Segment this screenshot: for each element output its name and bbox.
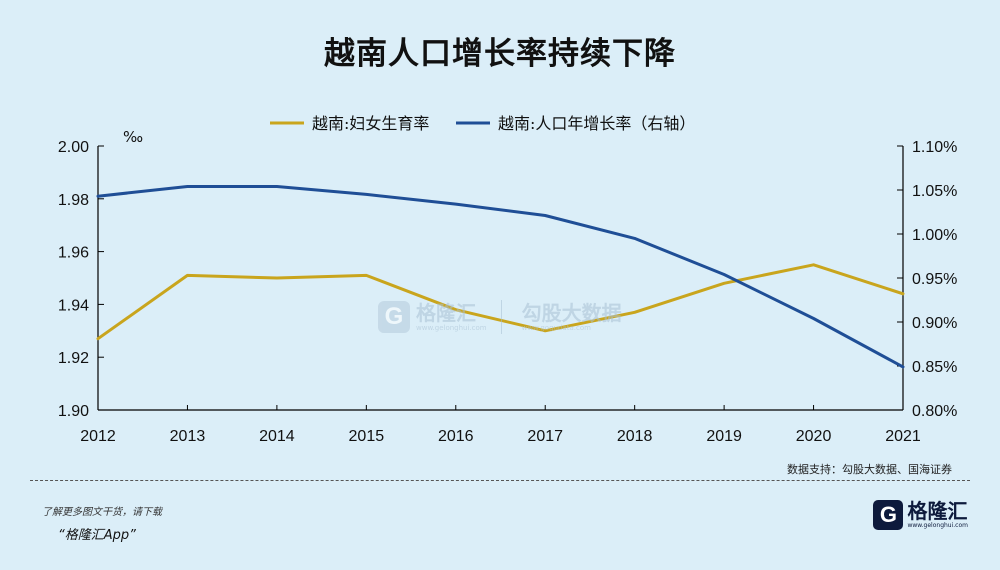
left-axis-unit: ‰ — [123, 128, 143, 146]
x-tick-label: 2014 — [259, 428, 295, 445]
right-tick-label: 0.95% — [912, 271, 957, 288]
x-tick-label: 2012 — [80, 428, 116, 445]
x-tick-label: 2015 — [349, 428, 385, 445]
left-tick-label: 2.00 — [58, 139, 89, 156]
right-tick-label: 1.05% — [912, 183, 957, 200]
line-chart: 1.90 1.92 1.94 1.96 1.98 2.00 ‰ 0.80% 0.85% 0.90%… — [58, 114, 958, 445]
left-tick-label: 1.94 — [58, 297, 89, 314]
promo-text: 了解更多图文干货，请下载 — [42, 507, 162, 518]
right-tick-label: 0.85% — [912, 359, 957, 376]
series-line-2 — [96, 185, 905, 369]
watermark-data-brand: 勾股大数据 — [521, 300, 622, 325]
watermark: G 格隆汇 www.gelonghui.com 勾股大数据 www.goguda… — [378, 300, 622, 334]
series-line-1 — [96, 263, 905, 341]
chart-series — [96, 185, 905, 369]
x-tick-label: 2018 — [617, 428, 653, 445]
page-title: 越南人口增长率持续下降 — [324, 36, 676, 72]
brand-name: 格隆汇 — [907, 499, 968, 523]
right-tick-label: 1.00% — [912, 227, 957, 244]
legend-label-1: 越南:妇女生育率 — [312, 114, 429, 133]
left-tick-label: 1.92 — [58, 350, 89, 367]
x-tick-label: 2017 — [527, 428, 563, 445]
chart-legend: 越南:妇女生育率 越南:人口年增长率（右轴） — [270, 114, 695, 133]
left-tick-label: 1.96 — [58, 245, 89, 262]
chart-ticks: 1.90 1.92 1.94 1.96 1.98 2.00 ‰ 0.80% 0.85% 0.90%… — [58, 128, 958, 445]
promo-app-name: “格隆汇App” — [58, 528, 136, 543]
watermark-data-url: www.gogudata.com — [521, 323, 591, 332]
watermark-brand: 格隆汇 — [416, 300, 476, 325]
gelonghui-logo-icon: G — [378, 301, 410, 333]
x-tick-label: 2016 — [438, 428, 474, 445]
x-tick-label: 2020 — [796, 428, 832, 445]
legend-label-2: 越南:人口年增长率（右轴） — [498, 114, 695, 133]
brand-url: www.gelonghui.com — [907, 522, 968, 529]
left-tick-label: 1.90 — [58, 403, 89, 420]
gelonghui-logo-icon: G — [873, 500, 904, 530]
watermark-divider — [500, 300, 502, 334]
footer-divider — [30, 480, 970, 481]
left-tick-label: 1.98 — [58, 192, 89, 209]
brand-logo: G 格隆汇 www.gelonghui.com — [873, 500, 968, 530]
watermark-brand-url: www.gelonghui.com — [416, 323, 487, 332]
data-source: 数据支持：勾股大数据、国海证券 — [787, 463, 952, 476]
right-tick-label: 0.80% — [912, 403, 957, 420]
x-tick-label: 2013 — [170, 428, 206, 445]
right-tick-label: 0.90% — [912, 315, 957, 332]
x-tick-label: 2021 — [885, 428, 921, 445]
x-tick-label: 2019 — [706, 428, 742, 445]
right-tick-label: 1.10% — [912, 139, 957, 156]
